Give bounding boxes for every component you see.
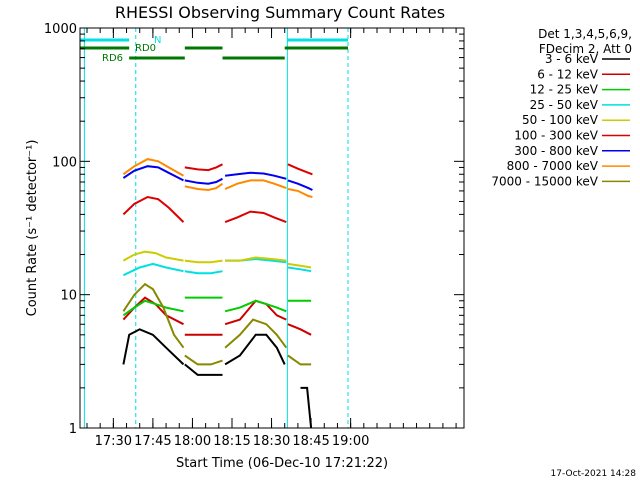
- series-line-5-segment-1: [184, 163, 223, 172]
- series-line-8-segment-3: [287, 354, 312, 366]
- series-line-7-segment-2: [224, 179, 287, 190]
- y-tick-label: 1: [69, 422, 77, 437]
- series-line-7-segment-3: [287, 188, 313, 198]
- series-line-8-segment-2: [224, 318, 288, 349]
- legend-entry-label: 50 - 100 keV: [522, 113, 599, 127]
- series-line-4-segment-0: [122, 250, 184, 262]
- x-tick-label: 19:00: [332, 434, 369, 449]
- legend-header-line: Det 1,3,4,5,6,9,: [538, 27, 632, 41]
- series-line-7-segment-1: [184, 182, 224, 192]
- legend-entry-label: 6 - 12 keV: [537, 67, 599, 81]
- legend-entry-label: 300 - 800 keV: [514, 144, 598, 158]
- series-line-5-segment-2: [224, 210, 287, 224]
- series-line-1-segment-3: [287, 323, 312, 336]
- x-tick-label: 18:00: [174, 434, 211, 449]
- footer-timestamp: 17-Oct-2021 14:28: [551, 469, 637, 479]
- series-line-0-segment-1: [184, 363, 223, 376]
- x-axis-title: Start Time (06-Dec-10 17:21:22): [176, 456, 388, 471]
- series-line-5-segment-3: [287, 163, 313, 176]
- series-line-3-segment-3: [287, 266, 312, 273]
- legend: Det 1,3,4,5,6,9,FDecim 2, Att 03 - 6 keV…: [491, 27, 632, 188]
- series-line-3-segment-0: [122, 262, 184, 277]
- series-line-2-segment-2: [224, 299, 287, 313]
- series-line-6-segment-2: [224, 171, 287, 180]
- status-label-rd0: RD0: [135, 43, 156, 54]
- x-tick-label: 18:30: [253, 434, 290, 449]
- legend-entry-label: 800 - 7000 keV: [507, 159, 599, 173]
- x-tick-label: 17:30: [95, 434, 132, 449]
- series-line-0-segment-3: [300, 386, 313, 429]
- series-line-5-segment-0: [122, 195, 185, 223]
- series-line-1-segment-0: [122, 296, 184, 326]
- chart-title: RHESSI Observing Summary Count Rates: [115, 3, 445, 22]
- y-axis: 1 10 100 1000: [44, 22, 464, 437]
- x-axis: 17:30 17:45 18:00 18:15 18:30 18:45 19:00: [86, 28, 457, 449]
- series-line-0-segment-0: [122, 328, 185, 366]
- status-label-n: N: [154, 35, 161, 46]
- series-line-4-segment-1: [184, 259, 223, 264]
- legend-entry-label: 7000 - 15000 keV: [491, 174, 598, 188]
- legend-entry-label: 12 - 25 keV: [530, 83, 599, 97]
- x-tick-label: 18:45: [292, 434, 329, 449]
- x-tick-label: 18:15: [213, 434, 250, 449]
- x-tick-label: 17:45: [134, 434, 171, 449]
- series-line-3-segment-1: [184, 270, 223, 275]
- series-line-6-segment-0: [122, 165, 184, 182]
- legend-entry-label: 3 - 6 keV: [545, 52, 599, 66]
- series-line-4-segment-3: [287, 262, 312, 269]
- y-axis-title: Count Rate (s⁻¹ detector⁻¹): [25, 140, 40, 317]
- status-label-rd6: RD6: [102, 53, 123, 64]
- series-line-8-segment-1: [184, 354, 223, 366]
- series-line-8-segment-0: [122, 282, 185, 349]
- y-tick-label: 100: [52, 155, 77, 170]
- series-line-7-segment-0: [122, 158, 184, 177]
- legend-entry-label: 100 - 300 keV: [514, 129, 598, 143]
- legend-header-line: FDecim 2, Att 0: [539, 42, 632, 56]
- plot-frame: [79, 27, 465, 429]
- series-line-4-segment-2: [225, 256, 287, 262]
- series-line-2-segment-0: [122, 299, 184, 317]
- legend-entry-label: 25 - 50 keV: [530, 98, 599, 112]
- series-line-6-segment-3: [287, 179, 313, 191]
- y-tick-label: 10: [60, 289, 77, 304]
- y-tick-label: 1000: [44, 22, 77, 37]
- series-line-6-segment-1: [184, 177, 223, 185]
- series-line-0-segment-2: [224, 333, 286, 366]
